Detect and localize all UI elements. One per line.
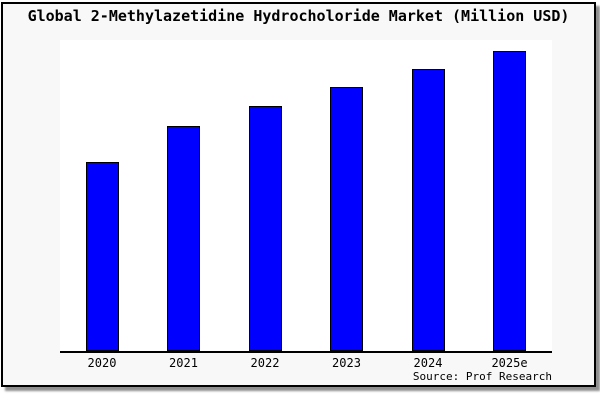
- x-tick-label-2021: 2021: [169, 356, 198, 370]
- bar-2023: [330, 87, 363, 351]
- x-tick-label-2024: 2024: [413, 356, 443, 370]
- chart-title: Global 2-Methylazetidine Hydrocholoride …: [27, 7, 570, 25]
- bar-2021: [167, 126, 200, 351]
- chart-window: Global 2-Methylazetidine Hydrocholoride …: [1, 2, 596, 387]
- x-tick-label-2023: 2023: [332, 356, 361, 370]
- bar-2025e: [493, 51, 526, 351]
- x-tick-label-2020: 2020: [87, 356, 117, 370]
- source-caption: Source: Prof Research: [412, 370, 552, 383]
- bar-2024: [411, 69, 445, 351]
- x-tick-label-2025e: 2025e: [491, 356, 528, 370]
- x-axis-labels: 2020 2021 2022 2023 2024 2025e: [60, 356, 552, 371]
- bar-2020: [85, 162, 119, 351]
- bar-2022: [248, 106, 282, 351]
- x-tick-label-2022: 2022: [250, 356, 280, 370]
- plot-area: [60, 40, 552, 353]
